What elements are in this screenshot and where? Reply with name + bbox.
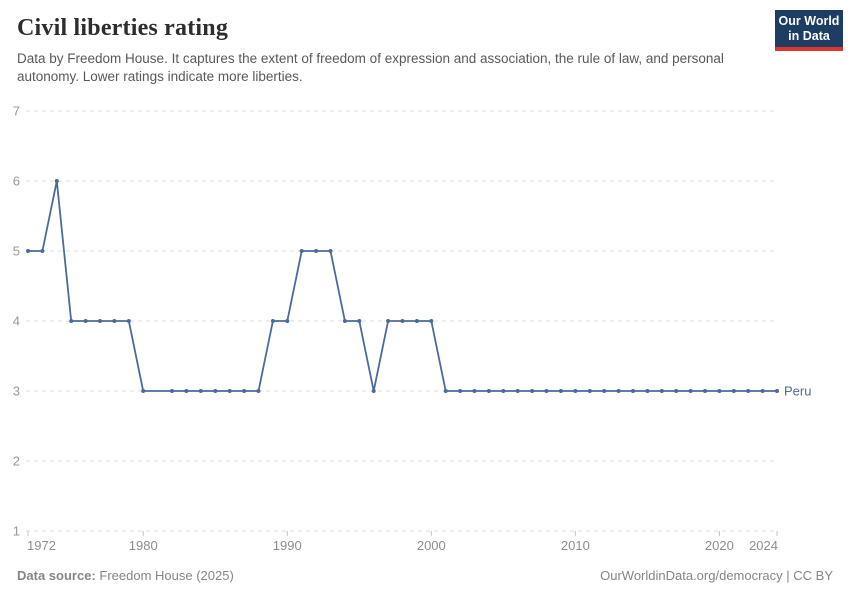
x-axis-label-2020: 2020 — [705, 538, 734, 553]
data-point-1976 — [83, 319, 88, 323]
data-point-2000 — [429, 319, 434, 323]
data-point-1993 — [328, 249, 333, 253]
chart-footer: Data source: Freedom House (2025) OurWor… — [0, 568, 850, 583]
data-point-2009 — [558, 389, 563, 393]
chart-subtitle: Data by Freedom House. It captures the e… — [17, 51, 724, 84]
data-point-2005 — [501, 389, 506, 393]
data-point-1999 — [414, 319, 419, 323]
data-point-2020 — [717, 389, 722, 393]
data-point-1992 — [314, 249, 319, 253]
x-axis-label-2000: 2000 — [417, 538, 446, 553]
data-point-1986 — [227, 389, 232, 393]
data-point-1997 — [386, 319, 391, 323]
data-point-2002 — [458, 389, 463, 393]
data-point-1987 — [242, 389, 247, 393]
data-point-2013 — [616, 389, 621, 393]
data-point-2016 — [659, 389, 664, 393]
data-point-2019 — [703, 389, 707, 393]
y-axis-label-3: 3 — [13, 384, 20, 399]
data-point-1985 — [213, 389, 218, 393]
data-point-1991 — [299, 249, 304, 253]
data-point-1973 — [40, 249, 45, 253]
data-point-2011 — [587, 389, 592, 393]
data-point-1978 — [112, 319, 117, 323]
data-point-2024 — [775, 389, 779, 393]
x-axis-label-1990: 1990 — [273, 538, 302, 553]
series-label-peru[interactable]: Peru — [784, 384, 811, 399]
data-point-1998 — [400, 319, 405, 323]
data-source: Data source: Freedom House (2025) — [17, 568, 234, 583]
data-point-2018 — [688, 389, 693, 393]
y-axis-label-1: 1 — [13, 524, 20, 539]
data-point-2010 — [573, 389, 578, 393]
data-point-2006 — [515, 389, 520, 393]
data-point-1996 — [371, 389, 376, 393]
y-axis-label-7: 7 — [13, 104, 20, 119]
data-point-1994 — [342, 319, 347, 323]
page-title: Civil liberties rating — [17, 15, 229, 41]
data-point-2014 — [631, 389, 635, 393]
data-source-value: Freedom House (2025) — [99, 568, 234, 583]
chart-header: Civil liberties rating Data by Freedom H… — [17, 14, 833, 86]
data-point-2017 — [674, 389, 679, 393]
data-point-2023 — [760, 389, 765, 393]
data-point-2021 — [731, 389, 736, 393]
data-point-1990 — [285, 319, 290, 323]
y-axis-label-4: 4 — [13, 314, 20, 329]
x-axis-label-2024: 2024 — [749, 538, 778, 553]
data-point-1983 — [184, 389, 189, 393]
data-point-2022 — [746, 389, 751, 393]
data-point-1989 — [270, 319, 275, 323]
data-point-1975 — [69, 319, 74, 323]
y-axis-label-5: 5 — [13, 244, 20, 259]
data-point-1980 — [141, 389, 146, 393]
x-axis-label-1980: 1980 — [129, 538, 158, 553]
owid-logo-line1: Our World — [778, 14, 840, 28]
y-axis-label-2: 2 — [13, 454, 20, 469]
data-point-1977 — [98, 319, 102, 323]
x-axis-label-2010: 2010 — [561, 538, 590, 553]
data-point-2007 — [530, 389, 535, 393]
data-point-2003 — [472, 389, 477, 393]
data-point-2004 — [486, 389, 491, 393]
data-point-1984 — [198, 389, 203, 393]
owid-logo[interactable]: Our World in Data — [775, 10, 843, 51]
data-point-2001 — [443, 389, 448, 393]
data-point-1988 — [256, 389, 261, 393]
owid-logo-line2: in Data — [788, 29, 830, 43]
data-point-2008 — [544, 389, 549, 393]
data-point-1972 — [26, 249, 30, 253]
x-axis-label-1972: 1972 — [27, 538, 56, 553]
data-point-1995 — [357, 319, 362, 323]
footer-link[interactable]: OurWorldinData.org/democracy | CC BY — [600, 568, 833, 583]
y-axis-label-6: 6 — [13, 174, 20, 189]
data-source-label: Data source: — [17, 568, 96, 583]
data-point-1974 — [54, 179, 59, 183]
data-point-2015 — [645, 389, 650, 393]
data-point-1979 — [126, 319, 131, 323]
series-line-peru — [27, 180, 778, 392]
data-point-1982 — [170, 389, 174, 393]
data-point-2012 — [602, 389, 607, 393]
